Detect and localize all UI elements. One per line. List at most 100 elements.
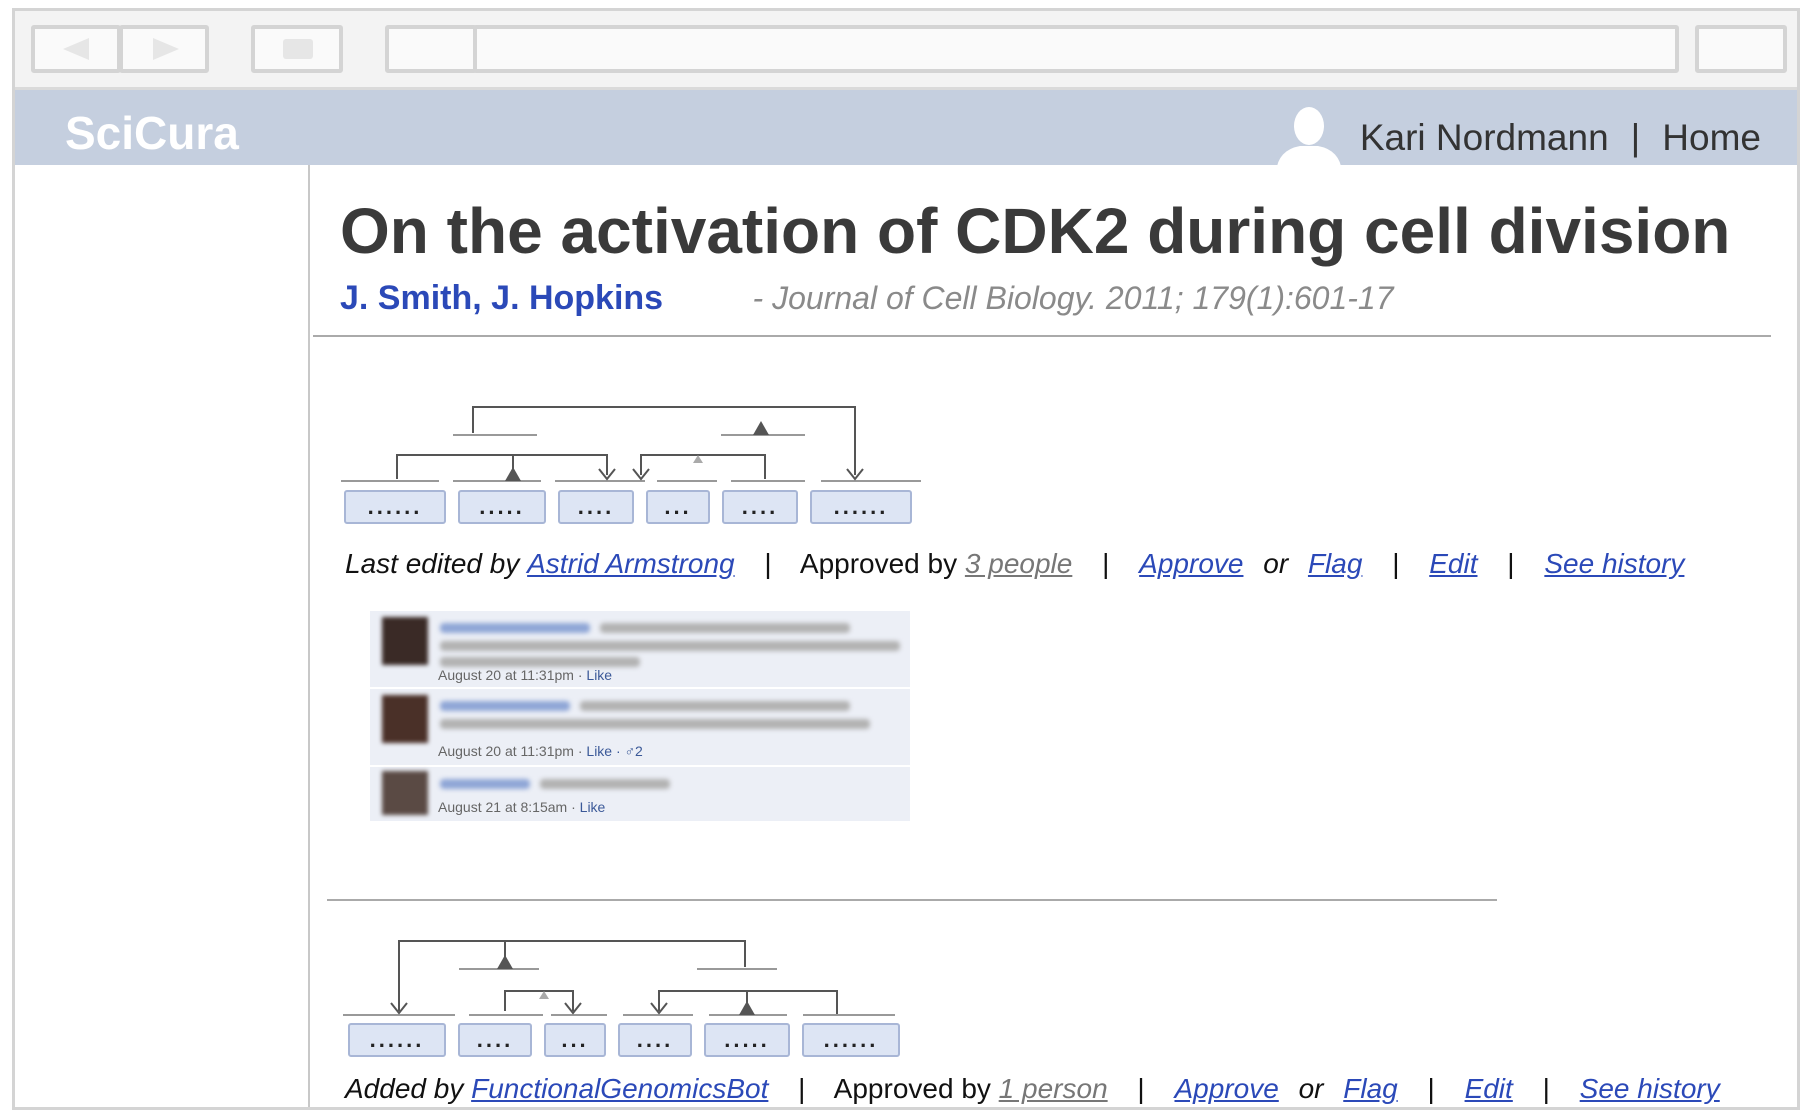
address-bar[interactable] <box>473 25 1679 73</box>
flag-link[interactable]: Flag <box>1307 548 1363 579</box>
pathway-chip[interactable]: .... <box>558 490 634 524</box>
comment-time: August 20 at 11:31pm <box>438 667 574 683</box>
or-label: or <box>1298 1073 1324 1104</box>
comment-thread: August 20 at 11:31pm · Like August 20 at… <box>370 611 910 821</box>
comment-like-link[interactable]: Like <box>579 799 606 815</box>
entry-meta: Last edited by Astrid Armstrong | Approv… <box>345 548 1684 580</box>
or-label: or <box>1263 548 1289 579</box>
entry-divider <box>327 899 1497 901</box>
see-history-link[interactable]: See history <box>1544 548 1685 579</box>
pathway-chip-row: ...... .... ... .... ..... ...... <box>348 1023 912 1057</box>
back-arrow-icon <box>63 38 89 60</box>
user-nav: Kari Nordmann | Home <box>1274 104 1761 172</box>
user-silhouette-icon <box>1275 107 1342 172</box>
app-logo[interactable]: SciCura <box>65 107 239 159</box>
commenter-name-blurred <box>440 701 570 711</box>
comment-dot: · <box>577 743 583 759</box>
pathway-chip[interactable]: ...... <box>810 490 912 524</box>
comment-timestamp: August 20 at 11:31pm · Like · ♂2 <box>438 743 643 759</box>
bookmark-button[interactable] <box>385 25 477 73</box>
forward-button[interactable] <box>119 25 209 73</box>
comment-timestamp: August 21 at 8:15am · Like <box>438 799 605 815</box>
added-by-label: Added by <box>345 1073 464 1104</box>
approve-link[interactable]: Approve <box>1174 1073 1279 1104</box>
journal-citation: - Journal of Cell Biology. 2011; 179(1):… <box>752 280 1394 316</box>
meta-separator: | <box>1542 1073 1550 1104</box>
comment-dot: · <box>571 799 576 815</box>
comment-text-blurred <box>440 657 640 667</box>
approvers-link[interactable]: 3 people <box>964 548 1073 579</box>
pathway-chip[interactable]: ...... <box>344 490 446 524</box>
back-button[interactable] <box>31 25 121 73</box>
meta-separator: | <box>1427 1073 1435 1104</box>
pathway-chip[interactable]: .... <box>618 1023 692 1057</box>
edit-link[interactable]: Edit <box>1429 548 1478 579</box>
meta-separator: | <box>798 1073 806 1104</box>
comment-text-blurred <box>540 779 670 789</box>
pathway-diagram <box>343 940 895 1016</box>
sidebar-divider <box>308 165 310 1107</box>
meta-separator: | <box>1392 548 1400 579</box>
like-count[interactable]: · ♂2 <box>615 743 643 759</box>
author-link[interactable]: J. Smith <box>340 279 473 317</box>
pathway-chip[interactable]: ..... <box>458 490 546 524</box>
entry-meta: Added by FunctionalGenomicsBot | Approve… <box>345 1073 1720 1105</box>
commenter-name-blurred <box>440 623 590 633</box>
comment-timestamp: August 20 at 11:31pm · Like <box>438 667 612 683</box>
app-header: SciCura Kari Nordmann | Home <box>15 90 1797 172</box>
approve-link[interactable]: Approve <box>1139 548 1244 579</box>
comment-text-blurred <box>580 701 850 711</box>
approvers-link[interactable]: 1 person <box>998 1073 1108 1104</box>
comment-item: August 20 at 11:31pm · Like · ♂2 <box>370 689 910 767</box>
nav-separator: | <box>1630 117 1641 158</box>
meta-separator: | <box>1102 548 1110 579</box>
commenter-avatar <box>382 695 428 743</box>
comment-item: August 20 at 11:31pm · Like <box>370 611 910 689</box>
pathway-chip[interactable]: ...... <box>802 1023 900 1057</box>
home-icon <box>283 39 313 59</box>
editor-link[interactable]: Astrid Armstrong <box>527 548 735 579</box>
commenter-avatar <box>382 617 428 665</box>
commenter-name-blurred <box>440 779 530 789</box>
pathway-chip[interactable]: ... <box>646 490 710 524</box>
pathway-diagram <box>341 406 921 482</box>
menu-button[interactable] <box>1695 25 1787 73</box>
pathway-chip-row: ...... ..... .... ... .... ...... <box>344 490 924 524</box>
pathway-chip[interactable]: ..... <box>704 1023 790 1057</box>
meta-separator: | <box>1137 1073 1145 1104</box>
header-divider <box>313 335 1771 337</box>
browser-window: SciCura Kari Nordmann | Home On the acti… <box>12 8 1800 1110</box>
paper-byline: J. Smith, J. Hopkins - Journal of Cell B… <box>340 279 1394 318</box>
comment-time: August 20 at 11:31pm <box>438 743 574 759</box>
page-title: On the activation of CDK2 during cell di… <box>340 195 1731 267</box>
meta-separator: | <box>764 548 772 579</box>
edited-by-label: Last edited by <box>345 548 520 579</box>
editor-link[interactable]: FunctionalGenomicsBot <box>471 1073 769 1104</box>
comment-text-blurred <box>440 641 900 651</box>
pathway-chip[interactable]: .... <box>458 1023 532 1057</box>
see-history-link[interactable]: See history <box>1579 1073 1720 1104</box>
approved-by-label: Approved by <box>799 548 958 579</box>
pathway-chip[interactable]: ... <box>544 1023 606 1057</box>
browser-toolbar <box>15 11 1797 90</box>
meta-separator: | <box>1507 548 1515 579</box>
home-link[interactable]: Home <box>1662 117 1761 158</box>
edit-link[interactable]: Edit <box>1464 1073 1513 1104</box>
forward-arrow-icon <box>153 38 179 60</box>
comment-like-link[interactable]: Like <box>586 743 613 759</box>
author-link[interactable]: J. Hopkins <box>491 279 664 317</box>
approved-by-label: Approved by <box>833 1073 991 1104</box>
comment-text-blurred <box>440 719 870 729</box>
comment-item: August 21 at 8:15am · Like <box>370 767 910 821</box>
author-separator: , <box>472 279 482 317</box>
comment-dot: · <box>577 667 583 683</box>
commenter-avatar <box>382 771 428 815</box>
home-button[interactable] <box>251 25 343 73</box>
comment-like-link[interactable]: Like <box>586 667 613 683</box>
pathway-chip[interactable]: .... <box>722 490 798 524</box>
pathway-chip[interactable]: ...... <box>348 1023 446 1057</box>
comment-time: August 21 at 8:15am <box>438 799 568 815</box>
comment-text-blurred <box>600 623 850 633</box>
flag-link[interactable]: Flag <box>1343 1073 1398 1104</box>
user-name-link[interactable]: Kari Nordmann <box>1359 117 1609 158</box>
